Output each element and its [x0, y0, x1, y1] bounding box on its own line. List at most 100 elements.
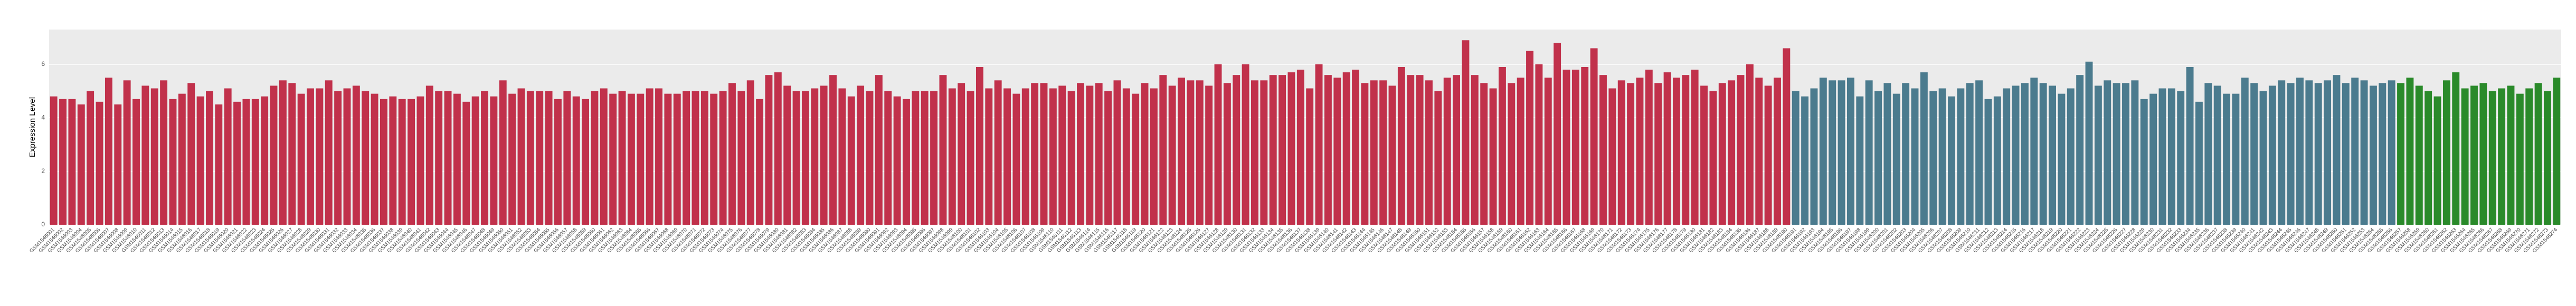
- bar: [2268, 85, 2276, 225]
- bar: [316, 88, 324, 225]
- bar: [1324, 75, 1332, 225]
- bar: [1168, 85, 1176, 225]
- bar: [903, 99, 910, 225]
- bar: [2360, 80, 2368, 225]
- bar: [2507, 85, 2515, 225]
- bar: [288, 83, 296, 225]
- bar: [857, 85, 865, 225]
- bar: [96, 101, 103, 225]
- bar: [1792, 91, 1800, 225]
- bar: [1938, 88, 1946, 225]
- bar: [2195, 101, 2203, 225]
- bar: [1774, 78, 1781, 225]
- bar: [1296, 70, 1304, 225]
- bar: [921, 91, 929, 225]
- bar: [1535, 64, 1543, 225]
- bar: [664, 93, 672, 225]
- bar: [371, 93, 378, 225]
- bar: [2113, 83, 2120, 225]
- bar: [1132, 93, 1140, 225]
- bar: [1489, 88, 1497, 225]
- bar: [1966, 83, 1974, 225]
- bar: [1838, 80, 1845, 225]
- bar: [1425, 80, 1433, 225]
- bar: [2406, 78, 2414, 225]
- bar: [1865, 80, 1873, 225]
- bar: [517, 88, 525, 225]
- bar: [471, 96, 479, 225]
- bar: [2140, 99, 2148, 225]
- bar: [141, 85, 149, 225]
- bar: [2259, 91, 2267, 225]
- bar: [1975, 80, 1983, 225]
- bar: [2461, 88, 2469, 225]
- bar: [307, 88, 314, 225]
- bar: [1911, 88, 1919, 225]
- bar: [2388, 80, 2395, 225]
- bar: [1031, 83, 1039, 225]
- bar: [251, 99, 259, 225]
- bar: [279, 80, 287, 225]
- bar: [948, 88, 956, 225]
- bar: [1104, 91, 1112, 225]
- bar: [1755, 78, 1763, 225]
- bar: [554, 99, 562, 225]
- bar: [1682, 75, 1690, 225]
- bar: [416, 96, 424, 225]
- bar: [2213, 85, 2221, 225]
- bar: [600, 88, 608, 225]
- bar: [1086, 85, 1094, 225]
- bar: [408, 99, 415, 225]
- bar: [1352, 70, 1359, 225]
- bar: [618, 91, 626, 225]
- bar: [1801, 96, 1809, 225]
- bar: [1214, 64, 1222, 225]
- bar: [325, 80, 333, 225]
- bar: [50, 96, 58, 225]
- bar: [820, 85, 828, 225]
- bar: [1636, 78, 1644, 225]
- bar: [884, 91, 892, 225]
- bar: [2167, 88, 2175, 225]
- bar: [114, 104, 122, 225]
- bar: [1278, 75, 1286, 225]
- bar: [1526, 51, 1533, 225]
- bar: [1416, 75, 1424, 225]
- bar: [1122, 88, 1130, 225]
- bar: [912, 91, 920, 225]
- bar: [1141, 83, 1149, 225]
- bar: [1948, 96, 1955, 225]
- bar: [1929, 91, 1937, 225]
- bar: [1434, 91, 1442, 225]
- bar: [637, 93, 645, 225]
- bar: [536, 91, 544, 225]
- bar: [545, 91, 553, 225]
- bar: [1554, 43, 1561, 225]
- bar: [572, 96, 580, 225]
- bar: [105, 78, 112, 225]
- bar: [683, 91, 690, 225]
- bar: [1571, 70, 1579, 225]
- bar: [2333, 75, 2341, 225]
- bar: [2223, 93, 2230, 225]
- bar: [1049, 88, 1057, 225]
- bar: [563, 91, 571, 225]
- bar: [425, 85, 433, 225]
- bar: [737, 91, 745, 225]
- bar: [2021, 83, 2029, 225]
- bar: [1269, 75, 1277, 225]
- bar: [1407, 75, 1415, 225]
- bar: [1498, 66, 1506, 225]
- bar: [801, 91, 809, 225]
- bar: [967, 91, 974, 225]
- bar: [462, 101, 470, 225]
- bar: [1810, 88, 1818, 225]
- bar: [976, 66, 983, 225]
- bar: [2012, 85, 2020, 225]
- bar: [1562, 70, 1570, 225]
- bar: [1480, 83, 1488, 225]
- bar: [2351, 78, 2359, 225]
- bar: [453, 93, 461, 225]
- bar: [1737, 75, 1745, 225]
